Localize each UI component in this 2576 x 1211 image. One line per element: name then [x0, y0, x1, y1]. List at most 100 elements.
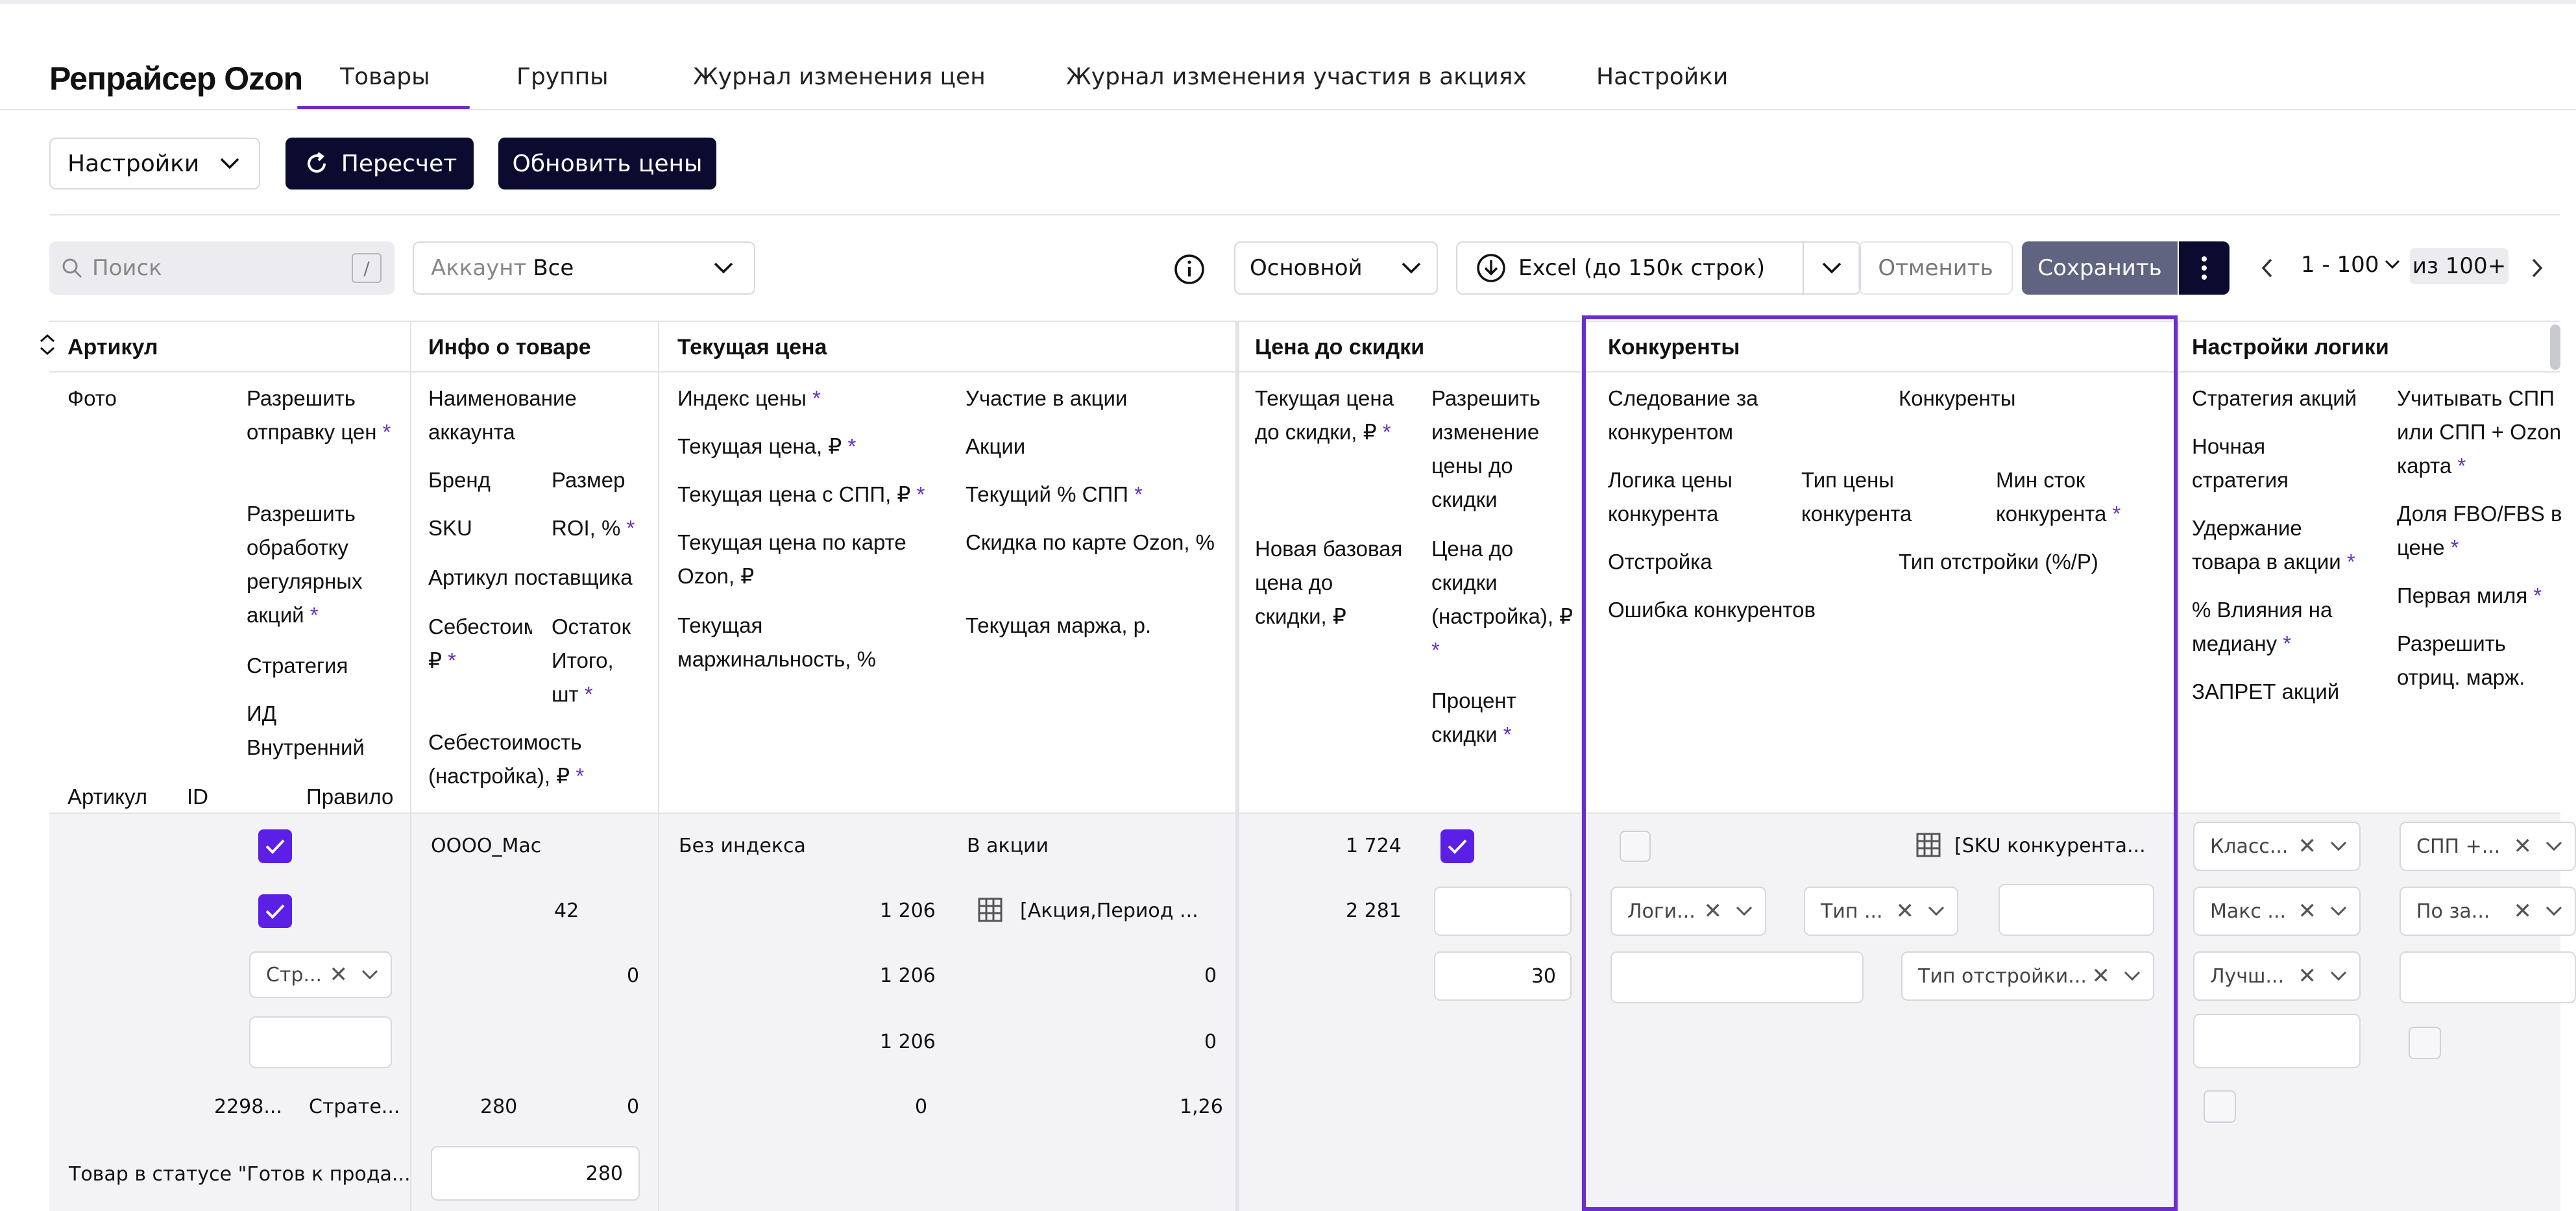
promo-ban-checkbox[interactable]	[2204, 1090, 2236, 1123]
min-stock-input[interactable]	[1999, 884, 2154, 936]
col-photo: Фото	[67, 386, 117, 410]
update-prices-button[interactable]: Обновить цены	[498, 138, 716, 190]
collapse-icon[interactable]	[39, 334, 56, 356]
col-competitor-min-stock: Мин сток конкурента *	[1996, 468, 2121, 526]
consider-spp-select[interactable]: СПП +... ✕	[2400, 822, 2576, 871]
col-allow-change: Разрешить изменение цены до скидки	[1431, 386, 1540, 511]
col-allow-send: Разрешить отправку цен *	[247, 386, 391, 444]
col-competitor-error: Ошибка конкурентов	[1608, 598, 1816, 622]
competitors-value: [SKU конкурента...	[1954, 835, 2146, 857]
col-rule: Правило	[306, 785, 394, 809]
col-current-price: Текущая цена, ₽ *	[677, 434, 857, 458]
cost-setting-input[interactable]: 280	[431, 1146, 640, 1201]
in-promo-value: В акции	[967, 835, 1049, 857]
internal-id-input[interactable]	[249, 1016, 392, 1068]
cost-value: 280	[480, 1095, 518, 1118]
strategy-select[interactable]: Стр... ✕	[249, 951, 392, 998]
info-icon[interactable]	[1173, 253, 1206, 286]
col-price-ozon-card: Текущая цена по карте Ozon, ₽	[677, 530, 906, 588]
night-strategy-select[interactable]: Макс ... ✕	[2193, 887, 2361, 936]
recalc-button[interactable]: Пересчет	[286, 138, 474, 190]
col-spp-pct: Текущий % СПП *	[966, 482, 1143, 506]
col-group-current-price: Текущая цена	[677, 335, 827, 360]
col-article: Артикул	[67, 785, 148, 809]
header-body-divider	[49, 813, 2560, 814]
account-filter[interactable]: Аккаунт Все	[413, 241, 755, 295]
column-divider	[410, 321, 411, 1211]
col-promo-strategy: Стратегия акций	[2192, 386, 2357, 410]
col-competitor-price-type: Тип цены конкурента	[1801, 468, 1912, 526]
column-divider	[658, 321, 659, 1211]
view-select[interactable]: Основной	[1234, 241, 1438, 295]
offset-type-select[interactable]: Тип отстройки... ✕	[1901, 951, 2154, 1001]
table-icon[interactable]	[1915, 832, 1941, 861]
margin-pct-value: 0	[915, 1095, 928, 1118]
col-brand: Бренд	[428, 468, 491, 492]
allow-send-checkbox[interactable]	[258, 829, 292, 863]
fbo-fbs-select[interactable]: По за... ✕	[2400, 887, 2576, 936]
table-row-background	[49, 813, 2560, 1211]
vertical-scrollbar[interactable]	[2550, 324, 2560, 370]
tab-price-log[interactable]: Журнал изменения цен	[693, 64, 986, 90]
tab-products[interactable]: Товары	[340, 64, 430, 90]
check-icon	[1448, 839, 1467, 854]
col-follow-competitor: Следование за конкурентом	[1608, 386, 1758, 444]
save-button[interactable]: Сохранить	[2022, 241, 2178, 295]
col-ozon-card-discount: Скидка по карте Ozon, %	[966, 530, 1215, 554]
allow-change-checkbox[interactable]	[1440, 829, 1474, 863]
col-in-promo: Участие в акции	[966, 386, 1128, 410]
page-size-select[interactable]: 1 - 100	[2301, 252, 2401, 278]
first-mile-input[interactable]	[2400, 951, 2576, 1003]
article-value: 2298...	[214, 1095, 282, 1118]
promo-strategy-select[interactable]: Класс... ✕	[2193, 822, 2361, 871]
check-icon	[265, 839, 285, 854]
account-value: ОООО_Мас	[431, 835, 542, 857]
tab-settings[interactable]: Настройки	[1596, 64, 1729, 90]
allow-regular-checkbox[interactable]	[258, 894, 292, 928]
chevron-down-icon	[2385, 260, 2400, 269]
follow-competitor-checkbox[interactable]	[1620, 831, 1651, 862]
app-title: Репрайсер Ozon	[49, 60, 303, 97]
check-icon	[265, 904, 285, 919]
col-median-influence: % Влияния на медиану *	[2192, 598, 2333, 655]
chevron-down-icon[interactable]	[1821, 261, 1843, 275]
offset-input[interactable]	[1610, 951, 1864, 1003]
active-tab-indicator	[297, 106, 470, 109]
more-options-button[interactable]	[2179, 241, 2230, 295]
col-id: ID	[187, 785, 208, 809]
table-icon[interactable]	[977, 897, 1003, 925]
tab-promo-log[interactable]: Журнал изменения участия в акциях	[1066, 64, 1527, 90]
roi-value: 0	[627, 1095, 640, 1118]
header-divider	[0, 109, 2576, 110]
price-type-select[interactable]: Тип ... ✕	[1804, 887, 1958, 936]
spp-value: 0	[1204, 964, 1217, 987]
col-price-spp: Текущая цена с СПП, ₽ *	[677, 482, 925, 506]
col-group-competitors: Конкуренты	[1608, 335, 1740, 360]
search-placeholder: Поиск	[92, 255, 162, 281]
group-header-divider	[49, 371, 2560, 373]
excel-split-divider	[1803, 241, 1804, 295]
price-logic-select[interactable]: Логи... ✕	[1610, 887, 1766, 936]
allow-negative-checkbox[interactable]	[2409, 1027, 2441, 1059]
search-input[interactable]: Поиск /	[49, 241, 395, 295]
col-margin-rub: Текущая маржа, р.	[966, 613, 1152, 637]
col-hold-in-promo: Удержание товара в акции *	[2192, 516, 2355, 574]
col-new-base-price: Новая базовая цена до скидки, ₽	[1255, 537, 1403, 628]
settings-dropdown[interactable]: Настройки	[49, 138, 260, 190]
median-influence-input[interactable]	[2193, 1014, 2361, 1068]
discount-pct-input[interactable]: 30	[1434, 951, 1572, 1001]
recalc-label: Пересчет	[341, 150, 457, 177]
tab-groups[interactable]: Группы	[516, 64, 609, 90]
cancel-button[interactable]: Отменить	[1858, 241, 2013, 295]
prev-page-icon[interactable]	[2259, 257, 2275, 279]
hold-in-promo-select[interactable]: Лучш... ✕	[2193, 951, 2361, 1001]
size-value: 42	[554, 899, 579, 922]
excel-export[interactable]: Excel (до 150к строк)	[1456, 241, 1861, 295]
next-page-icon[interactable]	[2529, 257, 2545, 279]
col-group-article: Артикул	[67, 335, 158, 360]
col-strategy: Стратегия	[247, 654, 348, 678]
margin-rub-value: 1,26	[1180, 1095, 1223, 1118]
page-total: из 100+	[2410, 248, 2509, 284]
col-supplier-article: Артикул поставщика	[428, 565, 633, 589]
before-discount-setting-input[interactable]	[1434, 887, 1572, 936]
